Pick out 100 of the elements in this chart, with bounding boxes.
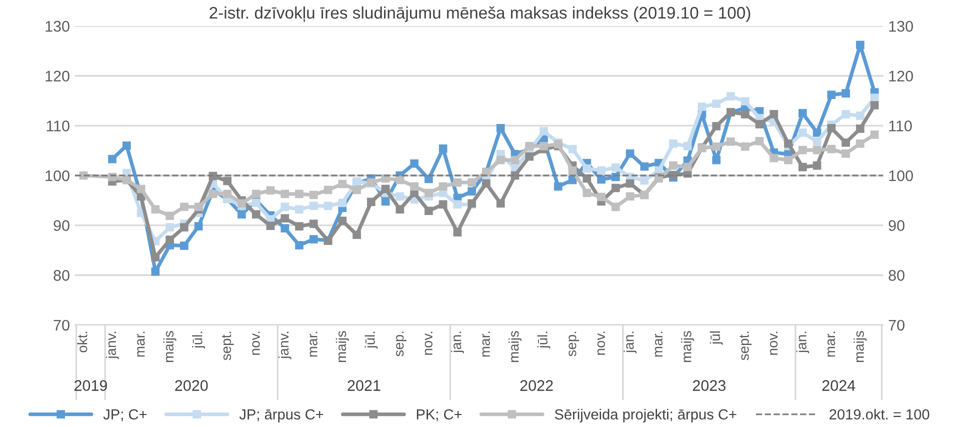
point	[712, 142, 721, 151]
point	[166, 212, 174, 220]
point	[438, 200, 448, 209]
point	[640, 162, 649, 171]
point	[151, 205, 160, 214]
point	[582, 164, 592, 173]
x-tick-label: janv.	[278, 332, 292, 360]
legend-label: JP; C+	[103, 409, 147, 422]
y2-tick-label: 120	[889, 70, 913, 82]
point	[784, 139, 792, 148]
y-tick-label: 110	[46, 120, 70, 132]
point	[238, 210, 246, 219]
point	[280, 202, 290, 212]
point	[726, 137, 735, 146]
point	[712, 122, 721, 130]
point	[525, 142, 534, 150]
point	[770, 154, 778, 162]
x-tick-label: mar.	[310, 332, 318, 357]
point	[453, 228, 462, 236]
point	[842, 89, 850, 98]
point	[510, 156, 520, 164]
y-tick-label: 120	[46, 70, 70, 82]
point	[612, 202, 620, 212]
point	[108, 154, 116, 164]
y2-tick-label: 130	[889, 20, 913, 32]
point	[798, 109, 807, 118]
point	[482, 179, 490, 188]
point	[597, 175, 606, 184]
point	[740, 142, 750, 151]
point	[540, 126, 548, 136]
point	[798, 162, 807, 172]
point	[870, 101, 879, 110]
x-tick-label: maijs	[508, 331, 522, 362]
point	[367, 198, 376, 206]
point	[856, 40, 864, 50]
point	[166, 223, 174, 232]
y-tick-label: 130	[46, 20, 70, 32]
point	[252, 190, 260, 198]
point	[755, 120, 764, 128]
point	[726, 92, 735, 100]
point	[612, 163, 620, 172]
point	[194, 222, 203, 230]
point	[468, 187, 476, 196]
point	[208, 190, 218, 198]
x-tick-label: sep.	[396, 332, 406, 356]
point	[180, 242, 188, 250]
point	[309, 202, 318, 210]
point	[468, 178, 476, 187]
point	[669, 139, 678, 148]
point	[870, 130, 879, 139]
text: 2022	[520, 380, 553, 391]
point	[597, 192, 606, 202]
point	[136, 184, 146, 194]
point	[856, 112, 864, 120]
point	[582, 188, 592, 198]
x-tick-label: jan.	[796, 332, 810, 354]
point	[324, 186, 332, 194]
point	[223, 190, 232, 198]
point	[683, 162, 692, 172]
point	[309, 220, 318, 228]
point	[496, 156, 505, 164]
text: 2019	[74, 380, 107, 391]
x-tick-label: mar.	[482, 332, 490, 357]
point	[798, 128, 807, 137]
x-tick-label: sep.	[568, 332, 580, 356]
y2-tick-label: 110	[889, 120, 912, 132]
y-tick-label: 90	[54, 220, 70, 231]
x-tick-label: jan.	[624, 332, 637, 354]
point	[626, 192, 634, 201]
point	[798, 146, 807, 154]
point	[525, 152, 534, 161]
x-tick-label: jūl.	[364, 332, 378, 349]
point	[453, 200, 462, 209]
point	[640, 176, 649, 185]
text: 2024	[822, 380, 856, 391]
x-tick-label: jūl.	[537, 332, 550, 349]
point	[453, 178, 462, 187]
point	[295, 190, 304, 198]
point	[856, 124, 864, 133]
point	[309, 235, 318, 244]
point	[812, 137, 822, 146]
x-tick-label: okt.	[77, 332, 88, 352]
point	[683, 142, 692, 150]
point	[151, 253, 160, 262]
y2-tick-label: 80	[888, 270, 904, 281]
point	[280, 190, 290, 198]
x-tick-label: sept.	[740, 332, 752, 360]
x-tick-label: mar.	[137, 332, 145, 357]
x-tick-label: mar.	[654, 332, 663, 357]
point	[842, 138, 850, 147]
y2-tick-label: 70	[888, 320, 904, 331]
text: 2023	[692, 380, 726, 391]
point	[381, 197, 390, 206]
point	[698, 102, 706, 111]
point	[827, 124, 836, 132]
x-tick-label: nov.	[597, 332, 606, 355]
point	[568, 144, 577, 154]
y2-tick-label: 90	[888, 220, 904, 231]
point	[496, 124, 505, 132]
point	[597, 166, 606, 175]
